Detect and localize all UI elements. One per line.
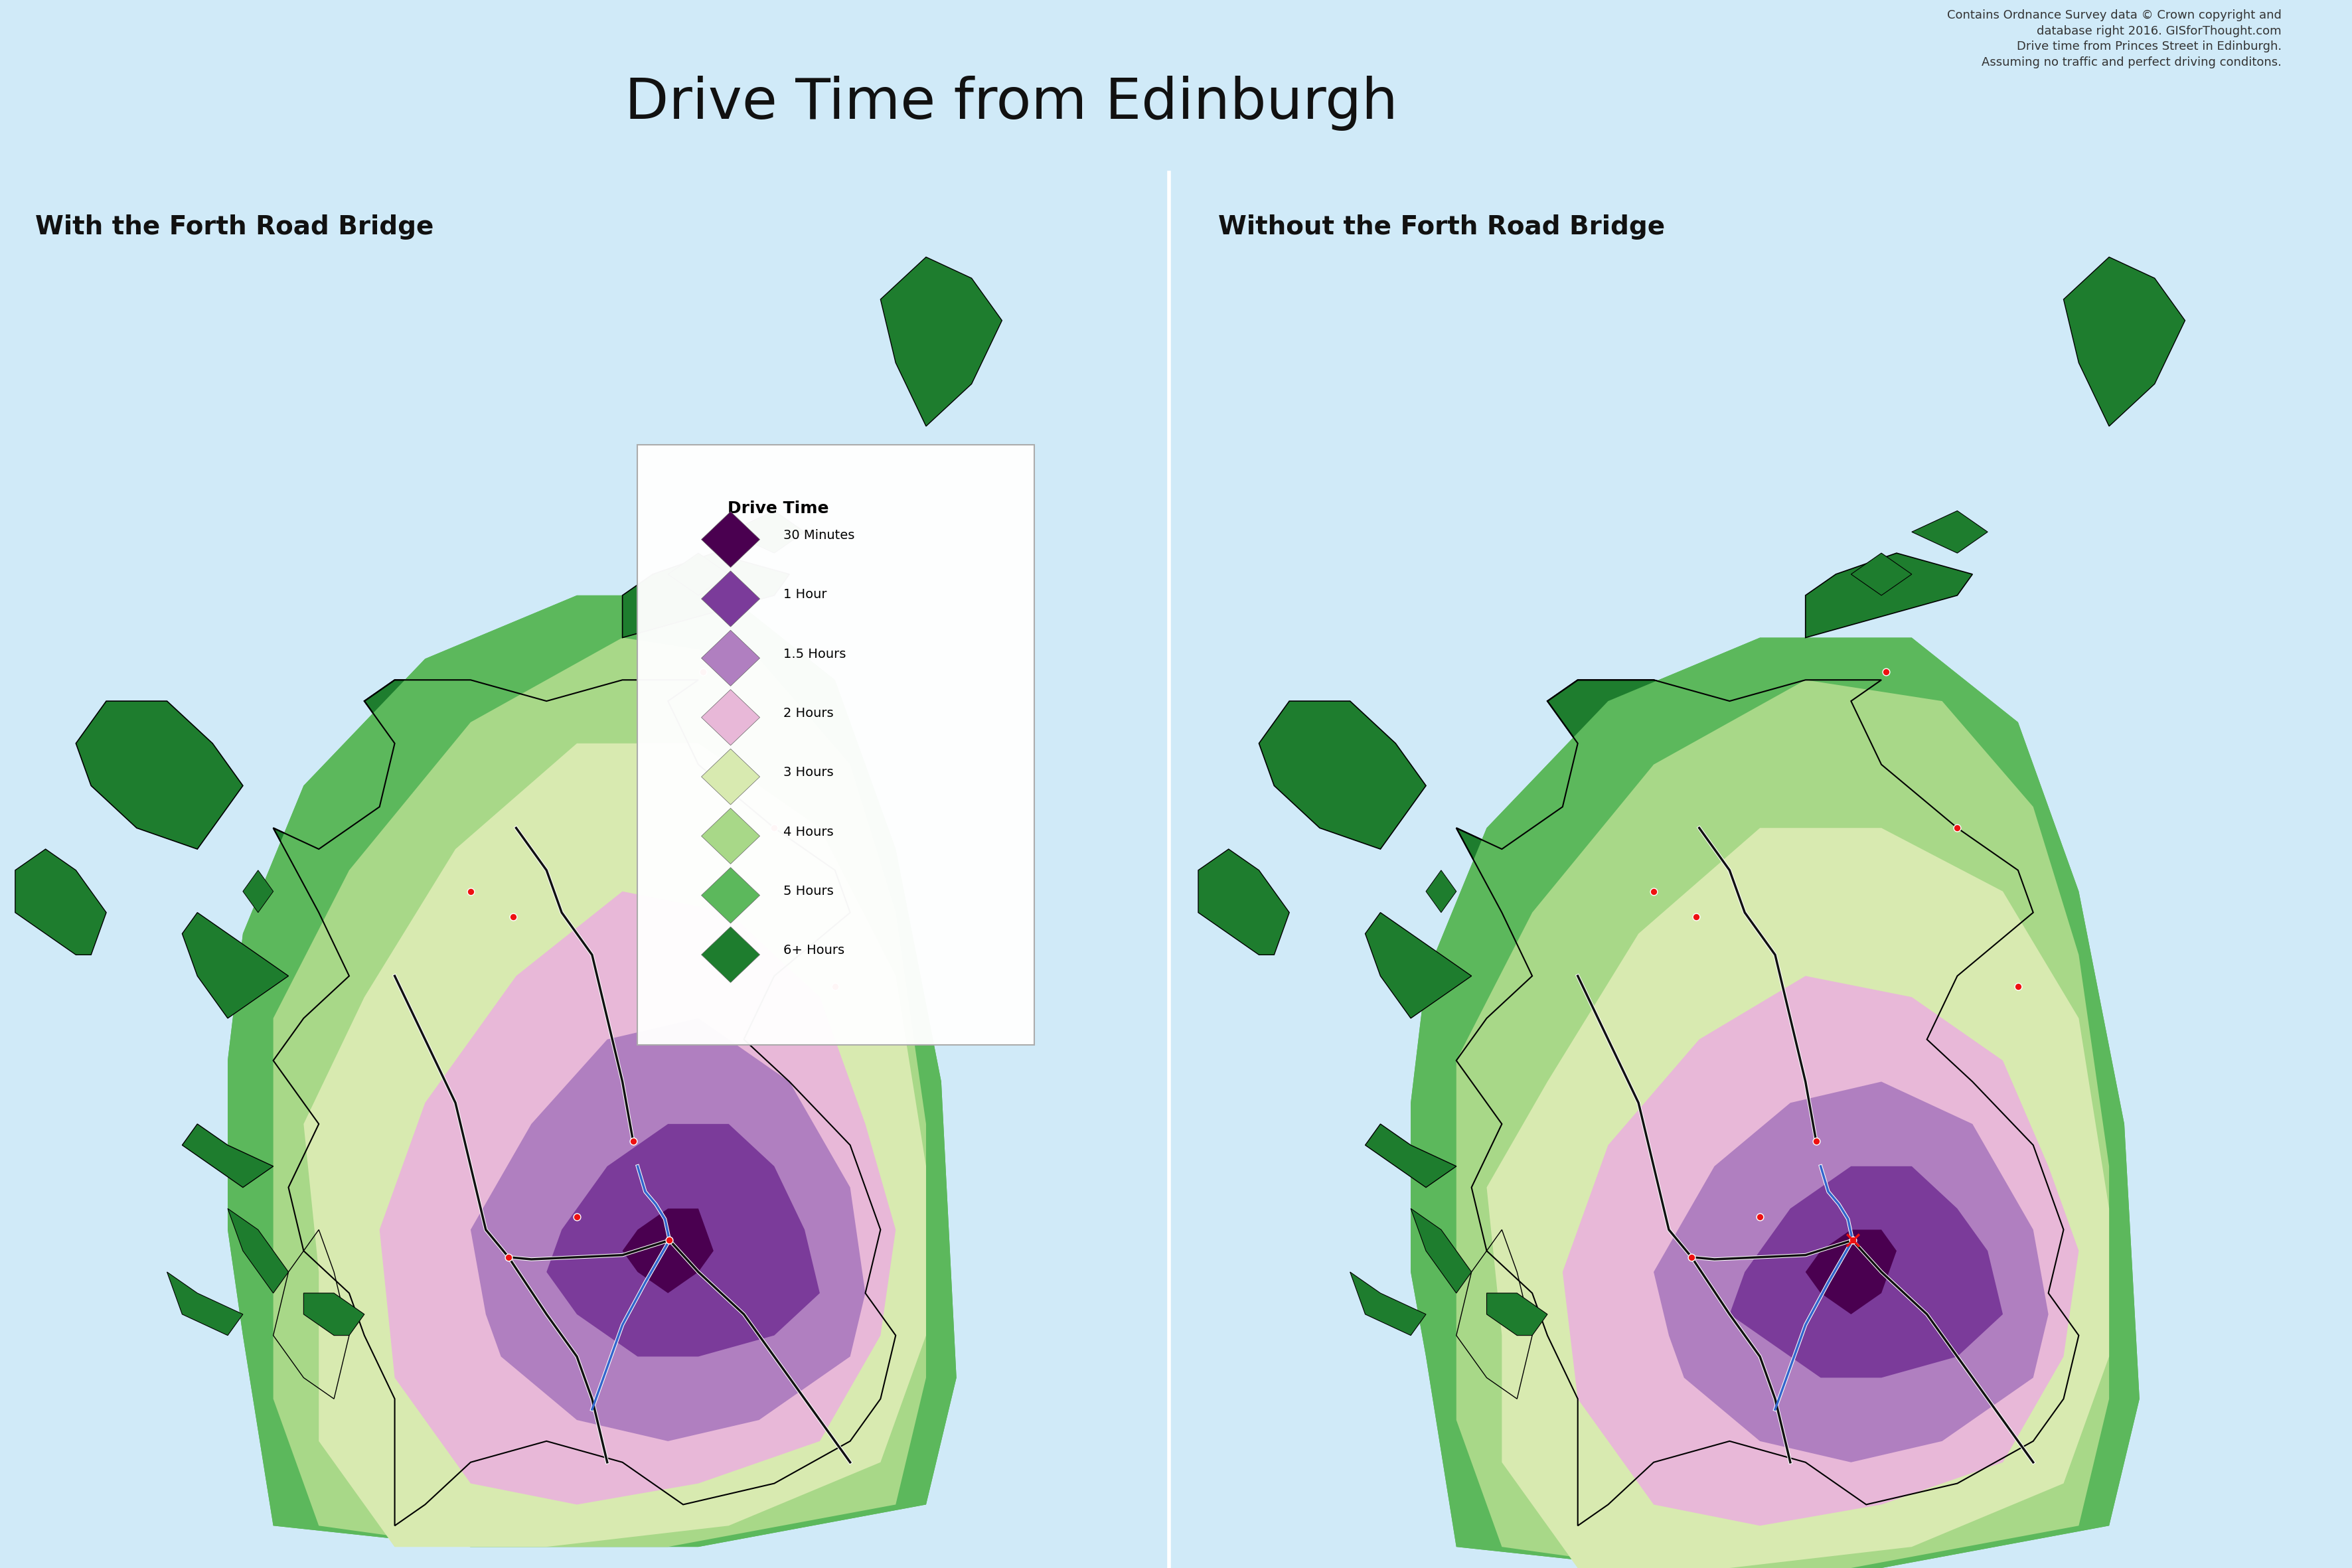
Polygon shape (623, 1209, 713, 1294)
Polygon shape (1729, 1167, 2004, 1378)
Polygon shape (668, 554, 729, 596)
Text: Drive Time from Edinburgh: Drive Time from Edinburgh (626, 75, 1397, 132)
Polygon shape (1912, 511, 1987, 554)
Polygon shape (1806, 554, 1973, 638)
Polygon shape (1806, 1229, 1896, 1314)
Polygon shape (1456, 681, 2110, 1568)
Polygon shape (1486, 828, 2110, 1568)
Polygon shape (701, 511, 760, 568)
Polygon shape (1364, 1124, 1456, 1187)
Point (816, 974, 854, 999)
Text: 1 Hour: 1 Hour (783, 588, 826, 601)
Point (1835, 1228, 1872, 1253)
Point (614, 1129, 652, 1154)
Text: 3 Hours: 3 Hours (783, 767, 833, 779)
Polygon shape (1653, 1082, 2049, 1463)
Polygon shape (470, 1018, 866, 1441)
Polygon shape (1653, 1082, 2049, 1463)
Polygon shape (1258, 701, 1425, 850)
Text: 6+ Hours: 6+ Hours (783, 944, 844, 956)
Point (755, 815, 793, 840)
Polygon shape (379, 891, 896, 1505)
Polygon shape (273, 638, 927, 1548)
Polygon shape (303, 1294, 365, 1336)
Polygon shape (701, 630, 760, 687)
Text: 30 Minutes: 30 Minutes (783, 528, 854, 541)
Polygon shape (1486, 1294, 1548, 1336)
Polygon shape (1851, 554, 1912, 596)
Polygon shape (181, 1124, 273, 1187)
Polygon shape (470, 1018, 866, 1441)
Polygon shape (167, 1272, 242, 1336)
Polygon shape (273, 681, 896, 1526)
Polygon shape (880, 257, 1002, 426)
Polygon shape (1425, 870, 1456, 913)
Point (1740, 1204, 1778, 1229)
Text: Without the Forth Road Bridge: Without the Forth Road Bridge (1218, 215, 1665, 240)
Polygon shape (1411, 638, 2140, 1568)
Point (684, 659, 722, 684)
Point (652, 1228, 689, 1253)
Polygon shape (1806, 1229, 1896, 1314)
Polygon shape (1729, 1167, 2004, 1378)
Polygon shape (1562, 975, 2079, 1526)
Polygon shape (303, 743, 927, 1548)
Polygon shape (1456, 681, 2110, 1568)
Polygon shape (701, 867, 760, 924)
Polygon shape (1486, 828, 2110, 1568)
Polygon shape (1411, 1209, 1472, 1294)
Polygon shape (14, 850, 106, 955)
Polygon shape (623, 554, 790, 638)
Polygon shape (228, 1209, 289, 1294)
Polygon shape (228, 596, 957, 1548)
Polygon shape (1364, 913, 1472, 1018)
Polygon shape (546, 1124, 821, 1356)
Point (1672, 1245, 1710, 1270)
Point (1835, 1228, 1872, 1253)
Polygon shape (1411, 638, 2140, 1568)
Point (1999, 974, 2037, 999)
Polygon shape (379, 891, 896, 1505)
Point (1797, 1129, 1835, 1154)
Point (1635, 878, 1672, 903)
Point (452, 878, 489, 903)
Polygon shape (546, 1124, 821, 1356)
Text: 1.5 Hours: 1.5 Hours (783, 648, 847, 660)
FancyBboxPatch shape (637, 445, 1035, 1044)
Polygon shape (623, 1209, 713, 1294)
Polygon shape (1562, 975, 2079, 1526)
Polygon shape (273, 1229, 348, 1399)
Point (1867, 659, 1905, 684)
Point (489, 1245, 527, 1270)
Point (494, 905, 532, 930)
Polygon shape (701, 808, 760, 864)
Polygon shape (181, 913, 289, 1018)
Polygon shape (1197, 850, 1289, 955)
Polygon shape (701, 927, 760, 983)
Polygon shape (1456, 681, 2079, 1526)
Polygon shape (701, 571, 760, 627)
Polygon shape (273, 638, 927, 1548)
Text: With the Forth Road Bridge: With the Forth Road Bridge (35, 215, 433, 240)
Text: 2 Hours: 2 Hours (783, 707, 833, 720)
Polygon shape (303, 743, 927, 1548)
Polygon shape (2063, 257, 2185, 426)
Polygon shape (701, 750, 760, 804)
Polygon shape (701, 690, 760, 745)
Point (557, 1204, 595, 1229)
Polygon shape (729, 511, 804, 554)
Point (1677, 905, 1715, 930)
Text: 4 Hours: 4 Hours (783, 826, 833, 839)
Polygon shape (1350, 1272, 1425, 1336)
Point (1938, 815, 1976, 840)
Polygon shape (1456, 1229, 1531, 1399)
Polygon shape (242, 870, 273, 913)
Polygon shape (228, 596, 957, 1548)
Text: Contains Ordnance Survey data © Crown copyright and
database right 2016. GISforT: Contains Ordnance Survey data © Crown co… (1947, 9, 2281, 69)
Text: 5 Hours: 5 Hours (783, 884, 833, 897)
Polygon shape (75, 701, 242, 850)
Text: Drive Time: Drive Time (727, 500, 828, 516)
